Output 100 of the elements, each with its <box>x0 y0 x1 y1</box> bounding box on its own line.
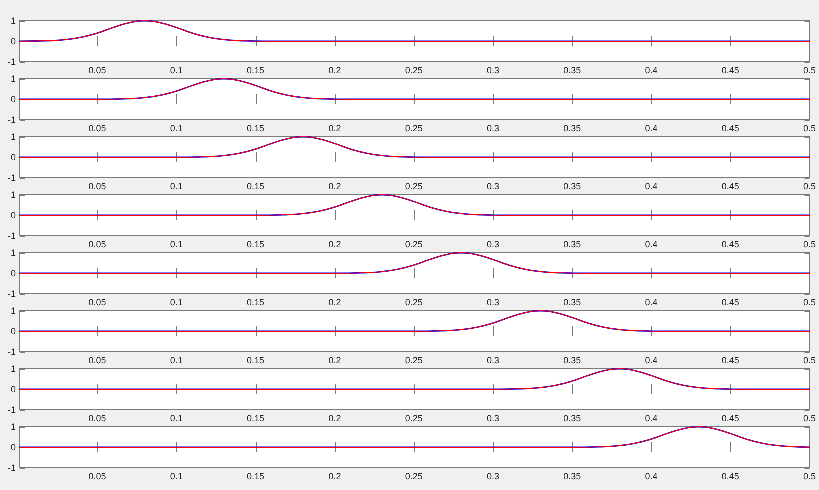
x-tick-label: 0.05 <box>88 66 106 76</box>
y-tick-label: -1 <box>8 231 16 241</box>
x-tick-label: 0.5 <box>803 240 816 250</box>
y-tick-label: -1 <box>8 463 16 473</box>
x-tick-label: 0.25 <box>405 182 423 192</box>
x-tick-label: 0.05 <box>88 240 106 250</box>
y-tick-label: 0 <box>10 326 16 336</box>
x-tick-label: 0.4 <box>645 356 658 366</box>
x-tick-label: 0.35 <box>564 472 582 482</box>
x-tick-label: 0.3 <box>486 240 500 250</box>
x-tick-label: 0.45 <box>722 472 740 482</box>
x-tick-label: 0.1 <box>170 298 183 308</box>
x-tick-label: 0.5 <box>803 182 816 192</box>
x-tick-label: 0.15 <box>247 182 265 192</box>
x-tick-label: 0.25 <box>405 298 423 308</box>
x-tick-label: 0.1 <box>170 356 183 366</box>
x-tick-label: 0.3 <box>486 298 500 308</box>
x-tick-label: 0.2 <box>328 356 342 366</box>
x-tick-label: 0.5 <box>803 356 816 366</box>
y-tick-label: 1 <box>10 364 16 374</box>
x-tick-label: 0.15 <box>247 298 265 308</box>
y-tick-label: 1 <box>10 306 16 316</box>
x-tick-label: 0.15 <box>247 124 265 134</box>
x-tick-label: 0.35 <box>564 240 582 250</box>
y-tick-label: 0 <box>10 384 16 394</box>
x-tick-label: 0.35 <box>564 298 582 308</box>
x-tick-label: 0.3 <box>486 472 500 482</box>
x-tick-label: 0.1 <box>170 182 183 192</box>
y-tick-label: 1 <box>10 16 16 26</box>
y-tick-label: -1 <box>8 289 16 299</box>
x-tick-label: 0.3 <box>486 182 500 192</box>
y-tick-label: 1 <box>10 190 16 200</box>
y-tick-label: 1 <box>10 132 16 142</box>
x-tick-label: 0.35 <box>564 66 582 76</box>
x-tick-label: 0.2 <box>328 182 342 192</box>
x-tick-label: 0.2 <box>328 472 342 482</box>
y-tick-label: -1 <box>8 57 16 67</box>
x-tick-label: 0.4 <box>645 298 658 308</box>
x-tick-label: 0.1 <box>170 66 183 76</box>
y-tick-label: 0 <box>10 152 16 162</box>
x-tick-label: 0.5 <box>803 472 816 482</box>
x-tick-label: 0.45 <box>722 240 740 250</box>
x-tick-label: 0.45 <box>722 298 740 308</box>
x-tick-label: 0.45 <box>722 356 740 366</box>
x-tick-label: 0.15 <box>247 240 265 250</box>
x-tick-label: 0.25 <box>405 414 423 424</box>
x-tick-label: 0.1 <box>170 240 183 250</box>
y-tick-label: -1 <box>8 405 16 415</box>
x-tick-label: 0.35 <box>564 356 582 366</box>
x-tick-label: 0.2 <box>328 298 342 308</box>
x-tick-label: 0.2 <box>328 124 342 134</box>
y-tick-label: 0 <box>10 94 16 104</box>
x-tick-label: 0.45 <box>722 124 740 134</box>
x-tick-label: 0.45 <box>722 182 740 192</box>
x-tick-label: 0.15 <box>247 472 265 482</box>
x-tick-label: 0.05 <box>88 182 106 192</box>
y-tick-label: -1 <box>8 347 16 357</box>
y-tick-label: 0 <box>10 442 16 452</box>
y-tick-label: 1 <box>10 422 16 432</box>
x-tick-label: 0.2 <box>328 414 342 424</box>
x-tick-label: 0.05 <box>88 356 106 366</box>
x-tick-label: 0.1 <box>170 472 183 482</box>
x-tick-label: 0.3 <box>486 356 500 366</box>
x-tick-label: 0.3 <box>486 66 500 76</box>
y-tick-label: -1 <box>8 173 16 183</box>
x-tick-label: 0.5 <box>803 66 816 76</box>
y-tick-label: -1 <box>8 115 16 125</box>
x-tick-label: 0.15 <box>247 356 265 366</box>
x-tick-label: 0.45 <box>722 66 740 76</box>
x-tick-label: 0.5 <box>803 298 816 308</box>
x-tick-label: 0.4 <box>645 240 658 250</box>
x-tick-label: 0.2 <box>328 66 342 76</box>
x-tick-label: 0.35 <box>564 414 582 424</box>
x-tick-label: 0.45 <box>722 414 740 424</box>
x-tick-label: 0.4 <box>645 124 658 134</box>
x-tick-label: 0.15 <box>247 66 265 76</box>
x-tick-label: 0.25 <box>405 66 423 76</box>
x-tick-label: 0.4 <box>645 182 658 192</box>
x-tick-label: 0.5 <box>803 124 816 134</box>
x-tick-label: 0.15 <box>247 414 265 424</box>
x-tick-label: 0.35 <box>564 182 582 192</box>
x-tick-label: 0.25 <box>405 356 423 366</box>
x-tick-label: 0.4 <box>645 66 658 76</box>
x-tick-label: 0.25 <box>405 124 423 134</box>
y-tick-label: 0 <box>10 268 16 278</box>
y-tick-label: 0 <box>10 210 16 220</box>
x-tick-label: 0.05 <box>88 298 106 308</box>
x-tick-label: 0.35 <box>564 124 582 134</box>
y-tick-label: 0 <box>10 36 16 46</box>
x-tick-label: 0.5 <box>803 414 816 424</box>
x-tick-label: 0.05 <box>88 472 106 482</box>
x-tick-label: 0.4 <box>645 414 658 424</box>
y-tick-label: 1 <box>10 74 16 84</box>
y-tick-label: 1 <box>10 248 16 258</box>
x-tick-label: 0.2 <box>328 240 342 250</box>
x-tick-label: 0.25 <box>405 472 423 482</box>
x-tick-label: 0.3 <box>486 124 500 134</box>
x-tick-label: 0.05 <box>88 124 106 134</box>
x-tick-label: 0.25 <box>405 240 423 250</box>
x-tick-label: 0.1 <box>170 124 183 134</box>
